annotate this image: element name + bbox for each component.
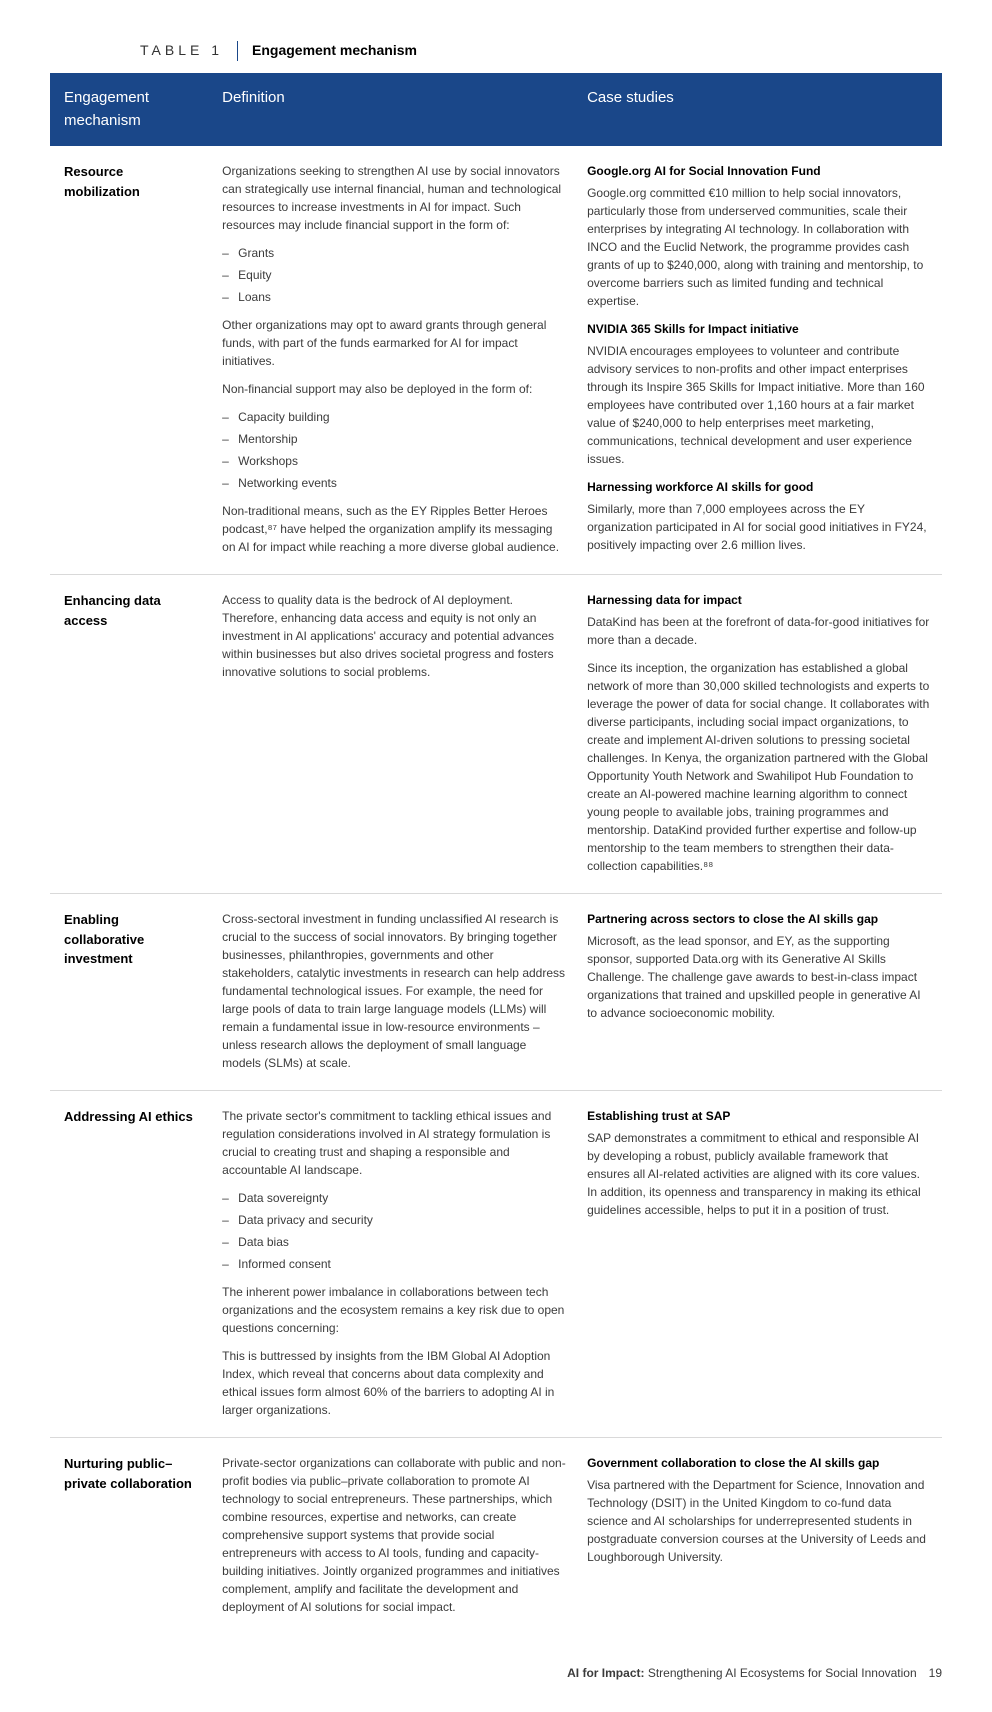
engagement-table: Engagement mechanism Definition Case stu…	[50, 73, 942, 1634]
dash-list-item: Data privacy and security	[222, 1211, 567, 1229]
col-header-definition: Definition	[212, 73, 577, 146]
def-paragraph: Non-financial support may also be deploy…	[222, 380, 567, 398]
case-study-title: Harnessing data for impact	[587, 591, 932, 609]
mechanism-cell: Enhancing data access	[50, 575, 212, 894]
table-row: Enhancing data accessAccess to quality d…	[50, 575, 942, 894]
case-studies-cell: Establishing trust at SAP SAP demonstrate…	[577, 1091, 942, 1438]
def-paragraph: The private sector's commitment to tackl…	[222, 1107, 567, 1179]
case-study-title: NVIDIA 365 Skills for Impact initiative	[587, 320, 932, 338]
definition-cell: Organizations seeking to strengthen AI u…	[212, 146, 577, 575]
table-number: TABLE 1	[140, 40, 223, 61]
case-study-title: Establishing trust at SAP	[587, 1107, 932, 1125]
caption-divider	[237, 41, 238, 61]
definition-cell: Access to quality data is the bedrock of…	[212, 575, 577, 894]
case-study-title: Government collaboration to close the AI…	[587, 1454, 932, 1472]
definition-cell: The private sector's commitment to tackl…	[212, 1091, 577, 1438]
case-study-body: SAP demonstrates a commitment to ethical…	[587, 1129, 932, 1219]
table-row: Addressing AI ethicsThe private sector's…	[50, 1091, 942, 1438]
def-paragraph: Access to quality data is the bedrock of…	[222, 591, 567, 681]
footer-rest: Strengthening AI Ecosystems for Social I…	[644, 1666, 916, 1680]
def-paragraph: Other organizations may opt to award gra…	[222, 316, 567, 370]
case-study-body: Since its inception, the organization ha…	[587, 659, 932, 875]
mechanism-cell: Resource mobilization	[50, 146, 212, 575]
dash-list-item: Mentorship	[222, 430, 567, 448]
page-footer: AI for Impact: Strengthening AI Ecosyste…	[50, 1664, 942, 1682]
table-row: Nurturing public–private collaborationPr…	[50, 1438, 942, 1635]
case-studies-cell: Government collaboration to close the AI…	[577, 1438, 942, 1635]
definition-cell: Private-sector organizations can collabo…	[212, 1438, 577, 1635]
col-header-case-studies: Case studies	[577, 73, 942, 146]
case-study-title: Harnessing workforce AI skills for good	[587, 478, 932, 496]
case-study-body: NVIDIA encourages employees to volunteer…	[587, 342, 932, 468]
table-caption: TABLE 1 Engagement mechanism	[50, 40, 942, 61]
dash-list-item: Grants	[222, 244, 567, 262]
dash-list-item: Informed consent	[222, 1255, 567, 1273]
case-study-body: DataKind has been at the forefront of da…	[587, 613, 932, 649]
dash-list: Grants Equity Loans	[222, 244, 567, 306]
footer-doc-title: AI for Impact: Strengthening AI Ecosyste…	[567, 1664, 917, 1682]
mechanism-cell: Enabling collaborative investment	[50, 894, 212, 1091]
table-title: Engagement mechanism	[252, 40, 417, 61]
dash-list-item: Data sovereignty	[222, 1189, 567, 1207]
def-paragraph: Private-sector organizations can collabo…	[222, 1454, 567, 1616]
footer-strong: AI for Impact:	[567, 1666, 644, 1680]
def-paragraph: This is buttressed by insights from the …	[222, 1347, 567, 1419]
case-study-body: Microsoft, as the lead sponsor, and EY, …	[587, 932, 932, 1022]
dash-list-item: Networking events	[222, 474, 567, 492]
mechanism-cell: Nurturing public–private collaboration	[50, 1438, 212, 1635]
dash-list-item: Equity	[222, 266, 567, 284]
def-paragraph: Non-traditional means, such as the EY Ri…	[222, 502, 567, 556]
case-studies-cell: Partnering across sectors to close the A…	[577, 894, 942, 1091]
case-study-body: Similarly, more than 7,000 employees acr…	[587, 500, 932, 554]
dash-list: Data sovereignty Data privacy and securit…	[222, 1189, 567, 1273]
footer-page-number: 19	[929, 1664, 942, 1682]
case-study-title: Partnering across sectors to close the A…	[587, 910, 932, 928]
mechanism-cell: Addressing AI ethics	[50, 1091, 212, 1438]
case-studies-cell: Google.org AI for Social Innovation Fund…	[577, 146, 942, 575]
case-studies-cell: Harnessing data for impact DataKind has b…	[577, 575, 942, 894]
dash-list-item: Capacity building	[222, 408, 567, 426]
case-study-body: Visa partnered with the Department for S…	[587, 1476, 932, 1566]
def-paragraph: The inherent power imbalance in collabor…	[222, 1283, 567, 1337]
table-row: Enabling collaborative investmentCross-s…	[50, 894, 942, 1091]
dash-list: Capacity building Mentorship Workshops Netw…	[222, 408, 567, 492]
dash-list-item: Loans	[222, 288, 567, 306]
dash-list-item: Workshops	[222, 452, 567, 470]
def-paragraph: Organizations seeking to strengthen AI u…	[222, 162, 567, 234]
table-row: Resource mobilizationOrganizations seeki…	[50, 146, 942, 575]
definition-cell: Cross-sectoral investment in funding unc…	[212, 894, 577, 1091]
case-study-title: Google.org AI for Social Innovation Fund	[587, 162, 932, 180]
case-study-body: Google.org committed €10 million to help…	[587, 184, 932, 310]
def-paragraph: Cross-sectoral investment in funding unc…	[222, 910, 567, 1072]
col-header-mechanism: Engagement mechanism	[50, 73, 212, 146]
dash-list-item: Data bias	[222, 1233, 567, 1251]
